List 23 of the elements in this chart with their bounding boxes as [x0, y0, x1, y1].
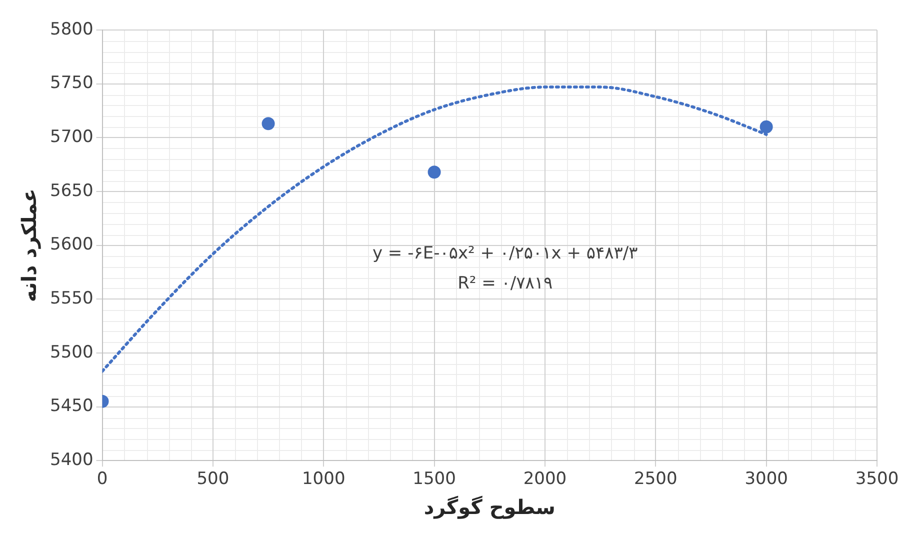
y-tick-label: 5400: [50, 450, 94, 470]
y-tick-label: 5650: [50, 180, 94, 201]
x-axis-title: سطوح گوگرد: [424, 495, 556, 520]
x-tick-label: 1500: [412, 469, 456, 490]
y-tick-label: 5750: [50, 73, 94, 94]
point: [262, 117, 275, 130]
point: [760, 120, 773, 134]
y-tick-label: 5500: [50, 342, 94, 362]
annotation: y = -۶E-۰۵x² + ۰/۲۵۰۱x + ۵۴۸۳/۳ R² = ۰/۷۸۱۹: [372, 243, 638, 294]
x-tick-label: 1000: [302, 469, 346, 490]
y-tick-label: 5550: [50, 288, 94, 309]
y-tick-label: 5450: [50, 396, 94, 416]
x-tick-label: 2000: [523, 469, 567, 490]
x-tick-label: 500: [196, 469, 230, 490]
x-tick-label: 0: [96, 469, 108, 490]
x-tick-label: 3000: [744, 469, 788, 490]
y-tick-label: 5700: [50, 127, 94, 148]
x-tick-label: 3500: [855, 469, 899, 490]
y-axis-title: عملکرد دانه: [17, 188, 42, 302]
y-tick-label: 5800: [50, 19, 94, 40]
point: [428, 166, 441, 179]
y-tick-label: 5600: [50, 234, 94, 255]
x-tick-label: 2500: [634, 469, 678, 490]
